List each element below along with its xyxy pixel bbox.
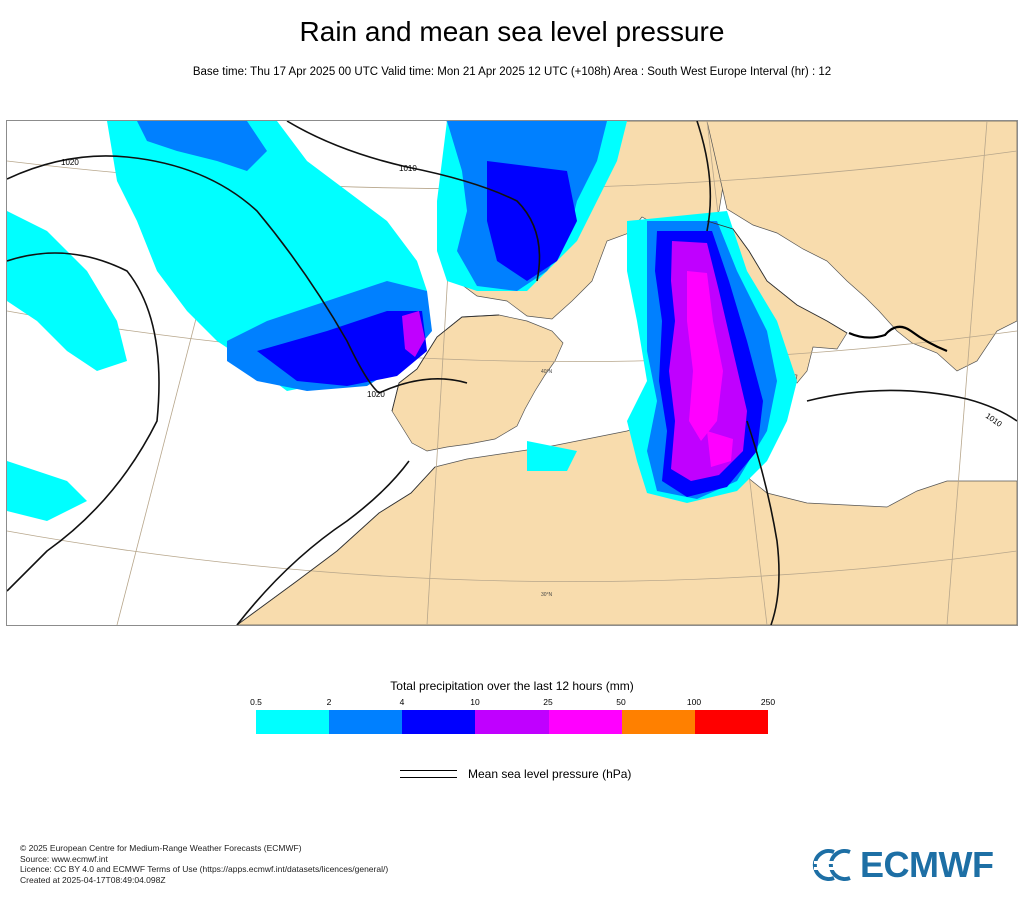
isobar-thick — [848, 325, 948, 353]
legend-tick: 2 — [326, 697, 332, 707]
footer-source: Source: www.ecmwf.int — [20, 853, 108, 864]
precip-colorbar — [256, 710, 768, 734]
legend-tick: 25 — [543, 697, 553, 707]
msl-legend-line — [400, 777, 457, 778]
coastlines — [236, 220, 848, 625]
legend-tick: 4 — [399, 697, 405, 707]
isobar-label-3: 1020 — [367, 390, 385, 399]
legend-tick: 10 — [470, 697, 480, 707]
isobars — [7, 121, 1017, 625]
footer-copyright: © 2025 European Centre for Medium-Range … — [20, 843, 302, 853]
colorbar-segment — [329, 710, 403, 734]
msl-legend-line — [400, 770, 457, 771]
isobar-label-2: 1010 — [399, 164, 417, 173]
precip-25-50 — [687, 271, 733, 467]
msl-legend-label: Mean sea level pressure (hPa) — [468, 767, 632, 781]
legend-tick: 0.5 — [250, 697, 262, 707]
footer-credits: © 2025 European Centre for Medium-Range … — [20, 843, 388, 885]
isobar-label-1: 1020 — [61, 158, 79, 167]
forecast-map[interactable]: 1020 1010 1020 1010 40°N 30°N — [6, 120, 1018, 626]
lat-label-40n: 40°N — [541, 369, 553, 375]
ecmwf-logo[interactable]: ECMWF — [812, 846, 1012, 884]
legend-tick: 100 — [686, 697, 702, 707]
chart-subtitle: Base time: Thu 17 Apr 2025 00 UTC Valid … — [192, 66, 832, 78]
colorbar-segment — [548, 710, 622, 734]
footer-licence: Licence: CC BY 4.0 and ECMWF Terms of Us… — [20, 864, 389, 874]
ecmwf-logo-icon — [812, 849, 856, 881]
colorbar-segment — [621, 710, 695, 734]
colorbar-segment — [475, 710, 549, 734]
legend-tick: 50 — [616, 697, 626, 707]
ecmwf-logo-text: ECMWF — [860, 844, 994, 885]
footer-created: Created at 2025-04-17T08:49:04.098Z — [20, 874, 166, 885]
legend-title: Total precipitation over the last 12 hou… — [390, 679, 634, 693]
lat-label-30n: 30°N — [541, 592, 553, 598]
chart-title: Rain and mean sea level pressure — [299, 16, 725, 47]
colorbar-segment — [402, 710, 476, 734]
colorbar-segment — [256, 710, 330, 734]
colorbar-segment — [694, 710, 768, 734]
land-balkans — [706, 121, 1017, 372]
legend-tick: 250 — [760, 697, 776, 707]
